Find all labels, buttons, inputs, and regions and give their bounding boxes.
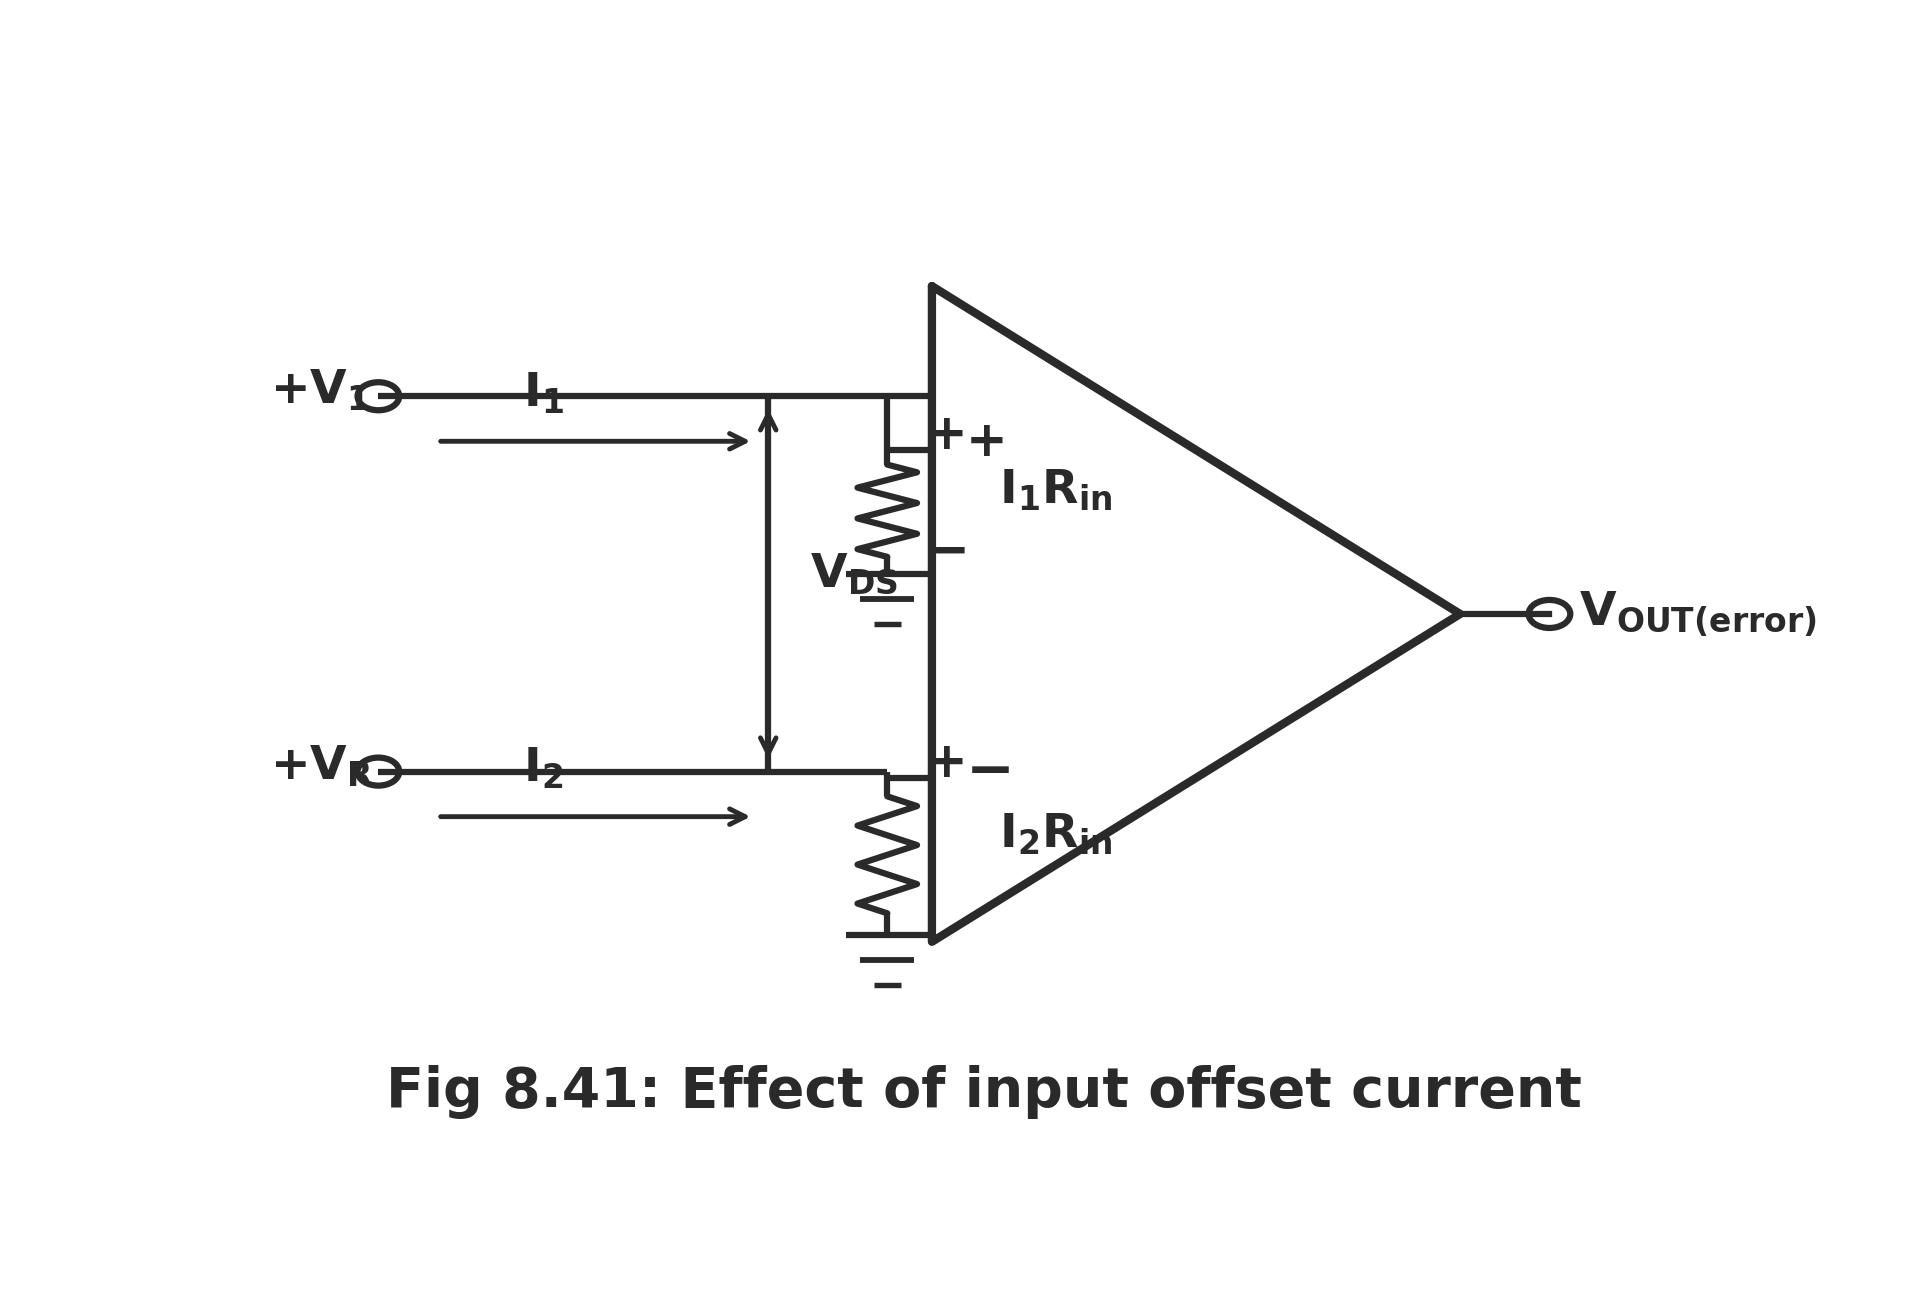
Text: $\mathbf{I_2 R_{in}}$: $\mathbf{I_2 R_{in}}$ (998, 812, 1112, 858)
Text: $\mathbf{V_{OUT(error)}}$: $\mathbf{V_{OUT(error)}}$ (1578, 589, 1816, 638)
Text: $\mathbf{+V_R}$: $\mathbf{+V_R}$ (269, 744, 372, 789)
Text: $\mathbf{+}$: $\mathbf{+}$ (925, 411, 964, 459)
Text: $\mathbf{+}$: $\mathbf{+}$ (964, 419, 1002, 465)
Text: $\mathbf{I_1}$: $\mathbf{I_1}$ (522, 370, 564, 416)
Text: $\mathbf{+V_1}$: $\mathbf{+V_1}$ (269, 368, 369, 413)
Text: Fig 8.41: Effect of input offset current: Fig 8.41: Effect of input offset current (386, 1065, 1582, 1119)
Text: $\mathbf{I_1 R_{in}}$: $\mathbf{I_1 R_{in}}$ (998, 468, 1112, 514)
Text: $\mathbf{V_{DS}}$: $\mathbf{V_{DS}}$ (810, 551, 899, 597)
Text: $\mathbf{-}$: $\mathbf{-}$ (964, 741, 1010, 798)
Text: $\mathbf{+}$: $\mathbf{+}$ (925, 738, 964, 786)
Text: $\mathbf{I_2}$: $\mathbf{I_2}$ (524, 746, 564, 792)
Text: $\mathbf{-}$: $\mathbf{-}$ (922, 524, 966, 578)
